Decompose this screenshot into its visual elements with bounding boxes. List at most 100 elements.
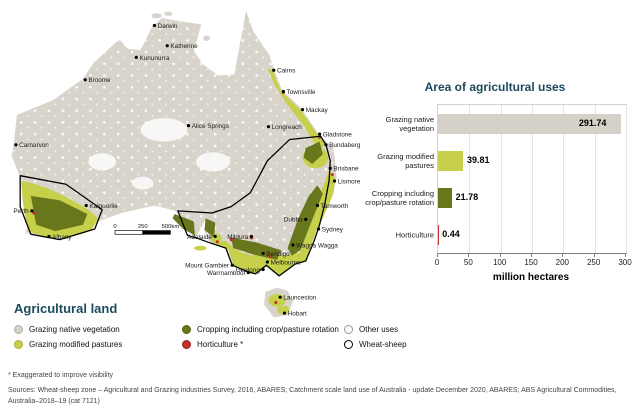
city-marker (332, 179, 337, 183)
tick-mark (531, 254, 532, 257)
legend-label: Other uses (359, 325, 399, 334)
city-marker (291, 243, 295, 247)
bar-value-label: 0.44 (442, 229, 460, 239)
legend-swatch-icon (14, 340, 23, 349)
tick-label: 0 (434, 258, 440, 267)
bar-value-label: 21.78 (455, 192, 479, 202)
city-marker (281, 89, 285, 94)
gridline (626, 105, 627, 253)
bar (438, 187, 452, 208)
tick-label: 250 (586, 258, 601, 267)
city-marker (315, 203, 320, 208)
legend-swatch-icon (344, 340, 353, 349)
tick-mark (499, 254, 501, 257)
legend-label: Horticulture * (197, 340, 244, 349)
city-label: Melbourne (271, 259, 302, 266)
legend-column: Cropping including crop/pasture rotation… (182, 325, 344, 349)
bar-value-label: 291.74 (578, 118, 607, 128)
legend-swatch-icon (182, 340, 191, 349)
bar-chart: Area of agricultural uses Grazing native… (357, 80, 633, 283)
tick-label: 100 (492, 258, 507, 267)
tick-mark (468, 254, 470, 257)
city-label: Dubbo (284, 217, 303, 224)
city-label: Warrnambool (207, 270, 245, 277)
city-marker (134, 55, 138, 60)
sources-line-2: Australia–2018–19 (cat 7121) (8, 397, 100, 405)
gridline (563, 105, 565, 253)
city-marker (265, 260, 269, 264)
city-label: Longreach (272, 124, 303, 131)
scale-label-zero: 0 (113, 224, 117, 230)
scale-bar: 0 250 500km (113, 224, 179, 235)
chart-x-axis: 0 50 100 150 200 250 300 (434, 254, 632, 270)
chart-row: Grazing native vegetation 291.74 (386, 105, 626, 142)
gridline (500, 105, 502, 253)
city-marker (272, 68, 276, 72)
legend-grid: Grazing native vegetation Grazing modifie… (14, 325, 407, 349)
chart-title: Area of agricultural uses (424, 80, 566, 94)
bar (438, 113, 621, 134)
city-marker (328, 166, 332, 170)
city-marker (324, 143, 328, 147)
map-panel: 0 250 500km Darwin Katherine Kununurra Broo… (4, 2, 361, 327)
city-marker (213, 234, 217, 239)
legend-swatch-icon (14, 325, 23, 334)
tick-label: 150 (524, 258, 538, 267)
tick-mark (625, 254, 626, 257)
bar-value-label: 39.81 (466, 155, 490, 165)
city-label: Mackay (306, 107, 329, 114)
city-marker (84, 203, 88, 208)
city-label: Alice Springs (192, 123, 229, 130)
bar-category-label: Cropping including crop/pasture rotation (365, 188, 434, 207)
legend-item: Cropping including crop/pasture rotation (182, 325, 344, 334)
city-marker (186, 124, 191, 128)
tick-label: 50 (463, 258, 473, 267)
city-marker (230, 263, 234, 267)
city-label: Wagga Wagga (296, 242, 338, 249)
city-marker (278, 295, 282, 299)
city-marker (83, 78, 87, 82)
city-label: Darwin (158, 23, 178, 30)
legend-label: Wheat-sheep (359, 340, 407, 349)
city-marker (165, 44, 169, 48)
tick-label: 300 (618, 258, 632, 267)
city-marker (317, 132, 322, 136)
city-label: Townsville (287, 89, 317, 96)
city-label: Hobart (288, 310, 307, 317)
city-marker (249, 234, 253, 239)
city-label: Bendigo (266, 251, 290, 258)
city-marker (266, 125, 271, 129)
city-label: Brisbane (333, 166, 359, 173)
city-label: Albany (52, 234, 72, 241)
city-marker (30, 209, 34, 213)
island-shapes (151, 11, 211, 41)
gridline (532, 105, 533, 253)
city-label: Kalgoorlie (89, 203, 118, 210)
legend-item: Wheat-sheep (344, 340, 407, 349)
legend-item: Other uses (344, 325, 407, 334)
bar-category-label: Grazing native vegetation (385, 114, 434, 133)
legend-label: Grazing modified pastures (29, 340, 123, 349)
city-label: Sydney (322, 226, 344, 233)
legend-label: Grazing native vegetation (29, 325, 120, 334)
city-label: Geelong (236, 267, 261, 274)
bar-category-label: Grazing modified pastures (377, 151, 434, 170)
city-label: Broome (88, 77, 111, 84)
tick-mark (437, 254, 438, 257)
city-label: Cairns (277, 68, 295, 75)
tick-mark (593, 254, 595, 257)
scale-label-mid: 250 (138, 224, 149, 230)
gridline (469, 105, 471, 253)
mainland-landmass (11, 10, 337, 277)
legend-swatch-icon (344, 325, 353, 334)
city-label: Carnarvon (19, 142, 49, 149)
city-marker (300, 108, 305, 112)
city-marker (152, 23, 157, 28)
gridline (594, 105, 596, 253)
city-label: Adelaide (187, 234, 212, 241)
x-axis-label: million hectares (492, 272, 570, 283)
bar (438, 150, 463, 171)
